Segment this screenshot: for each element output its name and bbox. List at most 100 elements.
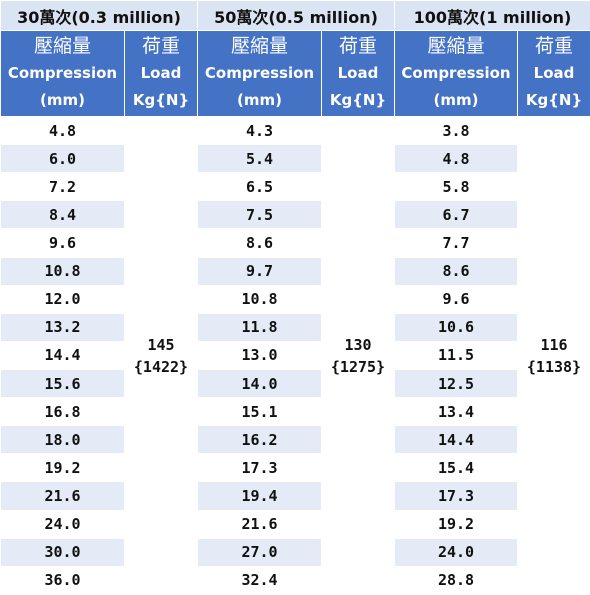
table-row: 8.4 7.5 6.7 [0,200,590,230]
table-row: 24.0 21.6 19.2 [0,509,590,539]
compression-cell: 11.5 [394,340,518,370]
compression-header-cjk: 壓縮量 [230,35,288,57]
compression-header: 壓縮量 Compression (mm) [0,30,125,117]
load-header: 荷重 Load Kg{N} [124,30,198,117]
compression-cell: 7.5 [197,200,322,230]
load-header-unit: Kg{N} [132,91,190,109]
compression-cell: 4.8 [394,144,518,174]
group-title-0.5-million: 50萬次(0.5 million) [197,0,395,31]
compression-cell: 4.8 [0,115,125,146]
compression-cell: 5.4 [197,144,322,174]
compression-cell: 16.8 [0,397,125,427]
load-header-en: Load [337,64,379,82]
table-row: 30.0 27.0 24.0 [0,537,590,567]
compression-cell: 17.3 [197,453,322,483]
compression-cell: 6.0 [0,144,125,174]
compression-cell: 19.4 [197,481,322,511]
compression-cell: 18.0 [0,425,125,455]
compression-cell: 3.8 [394,115,518,146]
compression-cell: 9.6 [394,284,518,314]
load-newton-value: {1275} [330,357,386,376]
compression-cell: 17.3 [394,481,518,511]
compression-cell: 27.0 [197,537,322,567]
compression-header-unit: (mm) [237,91,282,109]
load-header-cjk: 荷重 [338,35,377,57]
compression-cell: 19.2 [394,509,518,539]
compression-cell: 9.6 [0,228,125,258]
table-row: 7.2 6.5 5.8 [0,172,590,202]
compression-cell: 36.0 [0,565,125,595]
load-cell: 130 {1275} [321,116,395,595]
compression-cell: 12.5 [394,368,518,399]
load-header: 荷重 Load Kg{N} [516,30,590,117]
compression-cell: 7.2 [0,172,125,202]
load-kg-value: 116 [540,335,568,354]
compression-cell: 10.8 [0,256,125,286]
load-header-en: Load [533,64,575,82]
compression-cell: 14.4 [0,340,125,370]
compression-cell: 13.2 [0,312,125,342]
compression-cell: 6.7 [394,200,518,230]
compression-cell: 4.3 [197,115,322,146]
compression-cell: 16.2 [197,425,322,455]
compression-cell: 13.4 [394,397,518,427]
table-row: 12.0 10.8 9.6 [0,284,590,314]
compression-header-cjk: 壓縮量 [33,35,91,57]
compression-cell: 8.4 [0,200,125,230]
load-header-en: Load [140,64,182,82]
compression-cell: 30.0 [0,537,125,567]
compression-cell: 11.8 [197,312,322,342]
load-cell: 145 {1422} [124,116,198,595]
group-title-0.3-million: 30萬次(0.3 million) [0,0,198,31]
load-header-unit: Kg{N} [329,91,387,109]
load-header-cjk: 荷重 [535,35,574,57]
compression-cell: 13.0 [197,340,322,370]
compression-cell: 19.2 [0,453,125,483]
compression-cell: 6.5 [197,172,322,202]
load-kg-value: 145 [147,335,175,354]
compression-cell: 28.8 [394,565,518,595]
compression-cell: 5.8 [394,172,518,202]
compression-cell: 24.0 [394,537,518,567]
table-row: 9.6 8.6 7.7 [0,228,590,258]
compression-header-en: Compression [204,64,315,82]
compression-header-unit: (mm) [433,91,479,109]
compression-cell: 8.6 [197,228,322,258]
table-row: 19.2 17.3 15.4 [0,453,590,483]
table-row: 15.6 14.0 12.5 [0,368,590,399]
table-row: 16.8 15.1 13.4 [0,397,590,427]
compression-cell: 15.1 [197,397,322,427]
compression-cell: 15.6 [0,368,125,399]
load-cell: 116 {1138} [516,116,590,595]
compression-header-en: Compression [7,64,118,82]
table-body: 4.8 145 {1422} 4.3 130 {1275} 3.8 116 {1138} 6.0 5… [0,115,590,595]
group-title-1-million: 100萬次(1 million) [393,0,590,31]
compression-cell: 7.7 [394,228,518,258]
load-header-cjk: 荷重 [141,35,180,57]
table-row: 18.0 16.2 14.4 [0,425,590,455]
table-row: 36.0 32.4 28.8 [0,565,590,595]
compression-cell: 14.4 [394,425,518,455]
compression-header-cjk: 壓縮量 [427,35,485,57]
compression-header: 壓縮量 Compression (mm) [394,30,518,117]
compression-cell: 21.6 [0,481,125,511]
compression-cell: 9.7 [197,256,322,286]
compression-cell: 10.8 [197,284,322,314]
table-row: 14.4 13.0 11.5 [0,340,590,370]
compression-cell: 8.6 [394,256,518,286]
column-header-row: 壓縮量 Compression (mm) 荷重 Load Kg{N} 壓縮量 C… [0,30,590,117]
compression-cell: 14.0 [197,368,322,399]
group-title-row: 30萬次(0.3 million) 50萬次(0.5 million) 100萬… [0,0,590,31]
load-header-unit: Kg{N} [525,91,583,109]
compression-cell: 32.4 [197,565,322,595]
load-header: 荷重 Load Kg{N} [321,30,395,117]
compression-header-en: Compression [401,64,511,82]
compression-header: 壓縮量 Compression (mm) [197,30,322,117]
load-kg-value: 130 [344,335,372,354]
table-row: 21.6 19.4 17.3 [0,481,590,511]
compression-cell: 12.0 [0,284,125,314]
compression-cell: 24.0 [0,509,125,539]
table-row: 6.0 5.4 4.8 [0,144,590,174]
table-row: 10.8 9.7 8.6 [0,256,590,286]
